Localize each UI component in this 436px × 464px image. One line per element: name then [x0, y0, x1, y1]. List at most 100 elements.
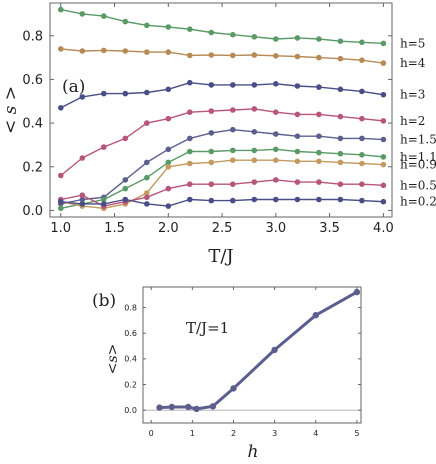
panel-a-series-h-5-point: [208, 29, 215, 36]
panel-a-series-h-5-point: [122, 18, 129, 25]
panel-a-series-h-1-1-point: [208, 148, 215, 155]
panel-a-x-tick-label: 4.0: [373, 221, 394, 236]
panel-a-series-h-5-line: [60, 8, 384, 45]
panel-a-series-h-2-point: [122, 135, 129, 142]
panel-a-series-h-0-5-point: [187, 181, 193, 187]
panel-a-ticks: 1.0 1.5 2.0 2.5 3.0 3.5 4.0 0.0 0.2 0.4 0.6 0.8: [22, 3, 394, 236]
panel-a-x-tick-label: 2.0: [158, 221, 179, 236]
panel-a-series-h-3-point: [380, 91, 387, 98]
panel-b-series: [156, 288, 361, 413]
panel-a-series-h-5-point: [316, 36, 322, 42]
panel-a-series-h-3-line: [60, 81, 384, 109]
panel-a-series-h-0-9-point: [273, 157, 279, 163]
panel-a-series-h-1-5-line: [60, 128, 384, 205]
panel-a-series-h-2: h=2: [58, 106, 425, 179]
panel-a-series-h-2-point: [230, 107, 236, 113]
panel-a-series-h-0-5-point: [337, 181, 344, 187]
panel-a-series-h-3-point: [337, 86, 344, 93]
panel-a-series-h-1-1-point: [165, 159, 172, 166]
panel-a-x-tick-label: 2.5: [212, 221, 233, 236]
panel-a-series-h-0-2: h=0.2: [58, 195, 436, 209]
panel-a-y-tick-label: 0.4: [22, 117, 43, 132]
panel-a-x-tick-label: 3.5: [319, 221, 340, 236]
panel-a-series-h-0-5-point: [144, 194, 150, 201]
panel-a-series-h-4-point: [380, 60, 387, 66]
panel-a-series-h-1-1-point: [144, 174, 150, 181]
panel-a-series-h-3: h=3: [58, 79, 425, 111]
panel-a-series-h-0-9-point: [230, 157, 236, 163]
panel-b-label: (b): [92, 291, 116, 311]
panel-a-series-h-0-2-point: [294, 196, 301, 203]
panel-a-series-h-3-point: [165, 86, 172, 93]
panel-a-series-h-0-9-point: [165, 164, 172, 170]
panel-a-series-h-0-2-point: [273, 196, 279, 203]
panel-a-series-h-0-5-point: [165, 185, 172, 192]
panel-a-series-h-0-2-point: [359, 197, 365, 204]
panel-a-series-h-1-1: h=1.1: [58, 146, 436, 212]
panel-a-series-h-1-5-point: [187, 135, 193, 142]
panel-a-series-h-1-5-point: [273, 131, 279, 137]
panel-a-series-h-5-point: [165, 24, 172, 30]
panel-a-series-h-2-point: [337, 113, 344, 120]
panel-a-series-h-0-9-point: [316, 158, 322, 165]
panel-a-series-h-1-1-point: [122, 185, 129, 192]
panel-a-y-tick-label: 0.0: [22, 204, 43, 219]
panel-a-series-h-1-5-point: [230, 126, 236, 133]
panel-a-series-h-5-label: h=5: [400, 36, 425, 50]
panel-a-series-h-0-5-point: [294, 179, 301, 185]
panel-a-series-h-5-point: [101, 13, 107, 19]
panel-b-frame: [142, 286, 362, 424]
panel-a-series-h-0-2-point: [144, 201, 150, 207]
panel-a-series-h-1-1-point: [251, 147, 258, 154]
panel-a-series-h-4-point: [208, 52, 215, 58]
panel-a-series-h-4-point: [79, 48, 86, 54]
panel-a-series-h-0-2-point: [337, 196, 344, 203]
panel-b-series-0-point: [193, 405, 200, 413]
panel-a-y-tick-label: 0.2: [22, 160, 43, 175]
panel-b-y-tick-label: 0.4: [124, 355, 137, 364]
panel-b-series-0-point: [312, 312, 319, 319]
panel-a-series-h-2-point: [144, 120, 150, 126]
panel-a-frame: [49, 2, 393, 218]
panel-b-x-tick-label: 1: [190, 429, 195, 438]
panel-a-series-h-3-point: [144, 89, 150, 96]
panel-b-x-tick-label: 2: [231, 429, 236, 438]
panel-a-series-h-3-label: h=3: [400, 88, 425, 102]
panel-a-series-h-4-point: [101, 47, 107, 54]
panel-b-x-tick-label: 4: [313, 429, 318, 438]
panel-b-x-tick-label: 5: [354, 429, 359, 438]
panel-a-series-h-1-1-point: [230, 147, 236, 154]
panel-b-series-0-point: [156, 404, 163, 411]
panel-a-x-axis-label: T/J: [208, 246, 233, 267]
panel-a-series-h-1-5-point: [251, 129, 258, 135]
panel-a-series-h-0-2-line: [60, 198, 384, 207]
panel-a-series-h-0-5-line: [60, 179, 384, 207]
panel-a-series-h-0-5-point: [316, 179, 322, 185]
panel-b-series-0: [156, 288, 361, 413]
panel-a-series-h-2-point: [101, 144, 107, 150]
panel-a-series-h-1-5-point: [79, 196, 86, 203]
panel-a-series-h-4-point: [230, 52, 236, 59]
panel-a-series-h-1-1-point: [187, 148, 193, 155]
panel-a-series-h-4-label: h=4: [400, 56, 426, 70]
panel-a-series-h-5-point: [58, 6, 64, 13]
panel-b-y-tick-label: 0.0: [124, 406, 137, 415]
panel-a-series-h-3-point: [122, 90, 129, 97]
panel-a-series-h-0-9-point: [294, 158, 301, 165]
panel-a-series-h-2-point: [273, 109, 279, 115]
panel-a-series-h-4-point: [251, 52, 258, 58]
panel-b-series-0-point: [168, 403, 175, 411]
panel-a-x-tick-label: 3.0: [266, 221, 287, 236]
panel-a-series-h-1-5-point: [165, 146, 172, 153]
panel-b-annotation: T/J=1: [186, 319, 229, 337]
panel-a-series-h-4-point: [187, 52, 193, 59]
panel-b-x-tick-label: 3: [272, 429, 277, 438]
panel-a-series-h-0-5-point: [273, 177, 279, 183]
panel-a-series-h-0-9-point: [380, 161, 387, 168]
panel-a-series-h-4-point: [144, 49, 150, 55]
panel-a-label: (a): [62, 77, 85, 97]
panel-a-series-h-0-2-label: h=0.2: [400, 195, 436, 209]
panel-a-series-h-1-1-point: [273, 146, 279, 153]
panel-a-series-h-1-5-point: [294, 133, 301, 139]
panel-a-series-h-5-point: [230, 31, 236, 38]
